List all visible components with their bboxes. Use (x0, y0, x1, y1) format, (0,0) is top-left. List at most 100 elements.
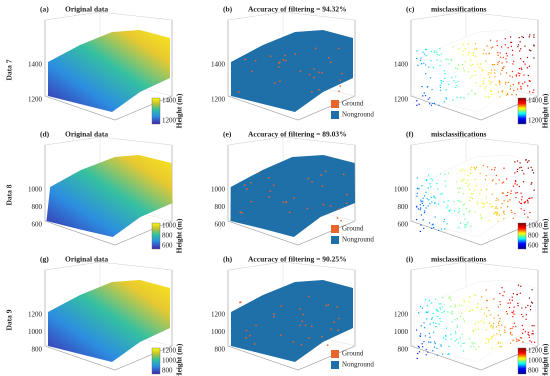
misclass-dot (531, 325, 533, 327)
misclass-dot (498, 80, 500, 82)
misclass-dot (516, 191, 518, 194)
misclass-dot (502, 211, 505, 213)
misclass-dot (515, 196, 517, 199)
misclass-dot (495, 183, 497, 185)
misclass-dot (517, 305, 519, 307)
misclass-dot (427, 205, 429, 207)
surface (48, 30, 170, 112)
misclass-dot (490, 324, 493, 327)
misclass-dot (493, 317, 495, 319)
ground-dot (318, 71, 320, 74)
misclass-dot (442, 353, 444, 355)
colorbar (517, 97, 527, 125)
misclass-dot (490, 47, 492, 49)
misclass-dot (417, 187, 419, 189)
misclass-dot (494, 72, 496, 74)
misclass-dot (472, 330, 474, 333)
misclass-dot (430, 104, 432, 106)
misclass-dot (429, 77, 432, 79)
misclass-dot (467, 54, 469, 56)
misclass-dot (522, 181, 525, 183)
misclass-dot (492, 179, 494, 181)
misclass-dot (527, 333, 529, 335)
misclass-dot (520, 202, 522, 205)
misclass-dot (476, 201, 478, 203)
misclass-dot (528, 36, 530, 38)
misclass-dot (500, 56, 502, 58)
misclass-dot (454, 319, 456, 321)
ground-dot (338, 208, 340, 210)
misclass-dot (527, 202, 529, 204)
z-tick-label: 1400 (394, 61, 409, 69)
misclass-dot (505, 310, 508, 313)
misclass-dot (416, 357, 418, 360)
misclass-dot (512, 326, 514, 328)
misclass-dot (431, 179, 434, 181)
misclass-dot (510, 190, 512, 192)
misclass-dot (467, 221, 469, 223)
misclass-dot (521, 199, 523, 201)
misclass-dot (430, 196, 432, 198)
misclass-dot (456, 181, 458, 183)
misclass-dot (521, 337, 523, 339)
z-tick-label: 1200 (211, 96, 226, 104)
misclass-dot (416, 329, 418, 331)
axis-box (227, 20, 356, 121)
misclass-dot (509, 199, 511, 201)
misclass-dot (441, 306, 443, 308)
misclass-dot (527, 74, 529, 77)
misclass-dot (448, 209, 450, 212)
misclass-dot (495, 206, 497, 208)
misclass-dot (521, 169, 523, 172)
misclass-dot (533, 189, 535, 191)
misclass-dot (491, 93, 493, 96)
legend-label: Nonground (342, 361, 374, 369)
axis-box (227, 145, 356, 246)
panel-title: misclassifications (431, 5, 486, 14)
misclass-dot (496, 214, 498, 216)
misclass-dot (468, 183, 470, 185)
misclass-dot (503, 217, 505, 220)
misclass-dot (474, 211, 476, 213)
ground-dot (341, 72, 343, 75)
misclass-dot (469, 210, 471, 212)
misclass-dot (499, 346, 501, 348)
misclass-dot (507, 81, 509, 84)
misclass-dot (469, 196, 472, 198)
misclass-dot (490, 337, 492, 339)
misclass-dot (440, 320, 442, 323)
misclass-dot (511, 334, 513, 336)
ground-dot (280, 305, 282, 307)
misclass-dot (469, 188, 471, 190)
misclass-dot (517, 88, 519, 90)
misclass-dot (479, 172, 481, 175)
misclass-dot (426, 311, 428, 314)
misclass-dot (482, 206, 484, 208)
misclass-dot (441, 311, 443, 314)
misclass-dot (488, 338, 490, 340)
misclass-dot (435, 325, 437, 328)
misclass-dot (447, 172, 450, 174)
misclass-dot (457, 199, 459, 201)
misclass-dot (485, 289, 487, 291)
misclass-dot (460, 201, 462, 203)
misclass-dot (472, 330, 474, 332)
misclass-dot (533, 57, 535, 59)
misclass-dot (513, 322, 516, 324)
misclass-dot (489, 203, 491, 205)
colorbar-tick-label: 1000 (162, 357, 177, 365)
ground-dot (246, 188, 248, 190)
surface (414, 154, 536, 238)
legend-swatch (331, 111, 339, 119)
misclass-dot (529, 340, 531, 342)
panel-title: Original data (65, 5, 108, 14)
panel-title: Accuracy of filtering = 94.32% (248, 5, 347, 14)
misclass-dot (445, 327, 448, 329)
misclass-dot (512, 217, 515, 219)
misclass-dot (488, 341, 490, 343)
misclass-dot (522, 316, 524, 318)
misclass-dot (488, 322, 491, 324)
misclass-dot (463, 342, 465, 344)
misclass-dot (419, 335, 422, 338)
misclass-dot (498, 214, 500, 216)
